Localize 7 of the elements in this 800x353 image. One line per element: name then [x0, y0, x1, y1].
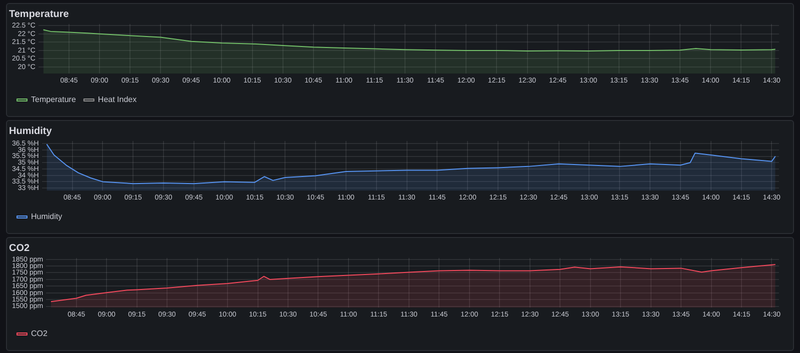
legend-label: Heat Index — [98, 95, 137, 104]
legend-label: Humidity — [31, 212, 62, 222]
chart-title: Humidity — [9, 126, 52, 137]
legend-label: CO2 — [31, 329, 48, 338]
legend-label: Temperature — [31, 95, 76, 104]
chart-title: Temperature — [9, 8, 70, 20]
chart-title: CO2 — [9, 242, 30, 254]
